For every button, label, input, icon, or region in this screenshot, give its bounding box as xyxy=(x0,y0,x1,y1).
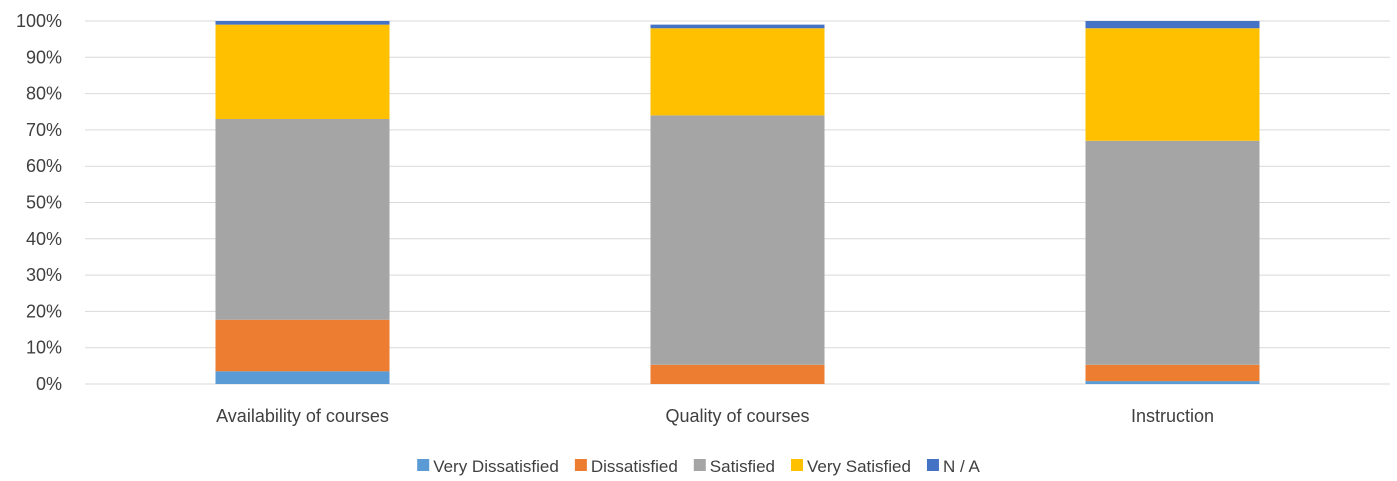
bar-segment-dissatisfied xyxy=(1086,365,1260,381)
bar-segment-very-dissatisfied xyxy=(1086,381,1260,384)
legend-label: Dissatisfied xyxy=(591,457,678,476)
legend-swatch xyxy=(694,459,706,471)
y-tick-label: 90% xyxy=(26,47,62,67)
y-tick-label: 0% xyxy=(36,374,62,394)
bar-segment-dissatisfied xyxy=(651,365,825,384)
legend-label: Satisfied xyxy=(710,457,775,476)
y-tick-label: 20% xyxy=(26,301,62,321)
bar-segment-satisfied xyxy=(651,115,825,364)
x-category-label: Quality of courses xyxy=(665,406,809,426)
legend-item: N / A xyxy=(927,457,981,476)
bar-segment-n-a xyxy=(216,21,390,25)
legend-swatch xyxy=(927,459,939,471)
legend-item: Satisfied xyxy=(694,457,775,476)
y-tick-label: 80% xyxy=(26,84,62,104)
y-tick-label: 70% xyxy=(26,120,62,140)
legend-label: N / A xyxy=(943,457,981,476)
bar-segment-satisfied xyxy=(1086,141,1260,365)
y-tick-label: 100% xyxy=(16,11,62,31)
legend-item: Very Dissatisfied xyxy=(417,457,559,476)
x-category-label: Instruction xyxy=(1131,406,1214,426)
bar-segment-very-dissatisfied xyxy=(216,371,390,384)
legend-label: Very Dissatisfied xyxy=(433,457,559,476)
bars xyxy=(216,21,1260,384)
legend-label: Very Satisfied xyxy=(807,457,911,476)
bar-segment-very-satisfied xyxy=(216,25,390,119)
y-tick-label: 50% xyxy=(26,193,62,213)
y-tick-label: 30% xyxy=(26,265,62,285)
bar-segment-satisfied xyxy=(216,119,390,320)
bar-segment-dissatisfied xyxy=(216,320,390,372)
y-tick-label: 40% xyxy=(26,229,62,249)
y-tick-label: 60% xyxy=(26,156,62,176)
legend-swatch xyxy=(791,459,803,471)
x-category-label: Availability of courses xyxy=(216,406,389,426)
bar-segment-very-satisfied xyxy=(651,28,825,115)
legend-swatch xyxy=(417,459,429,471)
bar-segment-n-a xyxy=(651,25,825,29)
x-axis-category-labels: Availability of courses Quality of course… xyxy=(216,406,1214,426)
bar-segment-very-satisfied xyxy=(1086,28,1260,141)
legend: Very Dissatisfied Dissatisfied Satisfied Ve… xyxy=(417,457,980,476)
y-axis-tick-labels: 0% 10% 20% 30% 40% 50% 60% 70% 80% 90% 100% xyxy=(16,11,62,394)
legend-swatch xyxy=(575,459,587,471)
legend-item: Very Satisfied xyxy=(791,457,911,476)
bar-segment-n-a xyxy=(1086,21,1260,28)
legend-item: Dissatisfied xyxy=(575,457,678,476)
y-tick-label: 10% xyxy=(26,338,62,358)
